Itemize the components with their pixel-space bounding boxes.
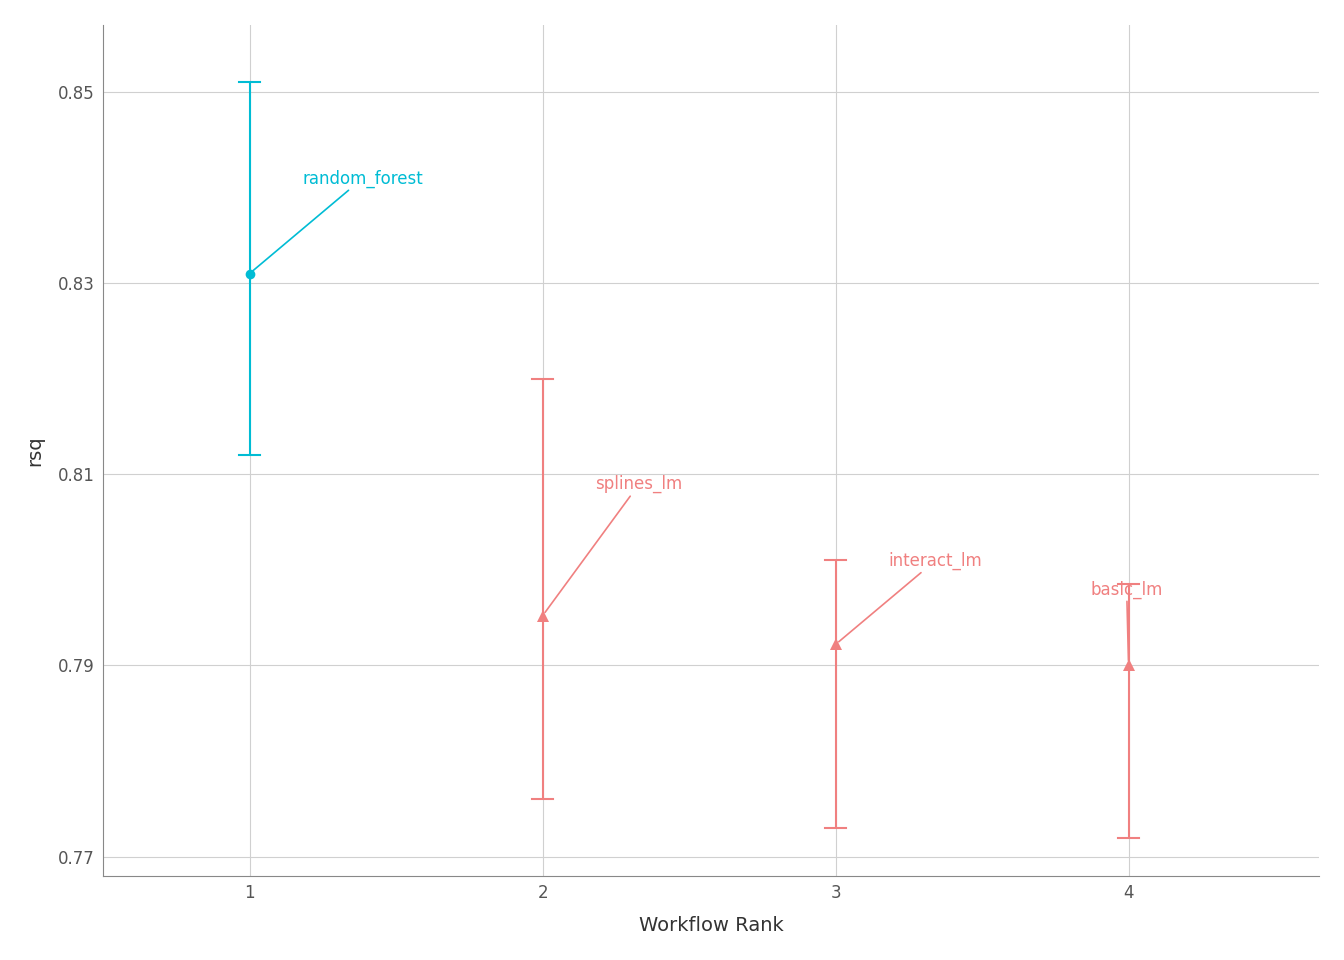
X-axis label: Workflow Rank: Workflow Rank (638, 916, 784, 935)
Text: splines_lm: splines_lm (546, 475, 683, 612)
Text: interact_lm: interact_lm (839, 552, 982, 642)
Text: basic_lm: basic_lm (1090, 580, 1163, 660)
Y-axis label: rsq: rsq (26, 435, 44, 466)
Text: random_forest: random_forest (253, 169, 423, 271)
